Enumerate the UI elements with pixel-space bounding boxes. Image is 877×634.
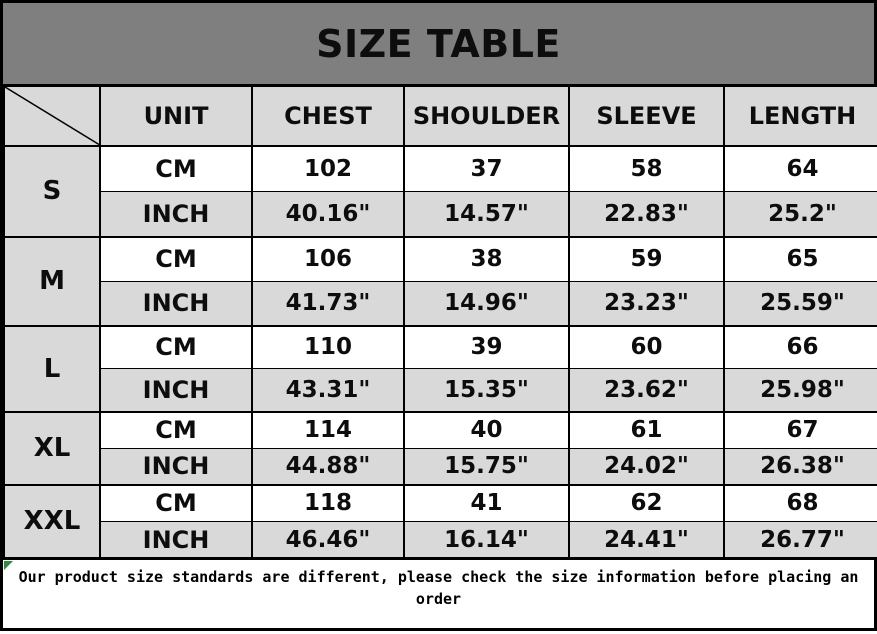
- value-cell: 62: [568, 483, 725, 522]
- diagonal-line: [5, 87, 99, 145]
- value-cell: 23.23": [568, 281, 725, 326]
- column-header-length: LENGTH: [723, 86, 877, 146]
- size-label-xxl: XXL: [3, 483, 101, 558]
- column-header-chest: CHEST: [251, 86, 405, 146]
- value-cell: 16.14": [403, 521, 570, 558]
- size-label-s: S: [3, 144, 101, 237]
- value-cell: 15.75": [403, 448, 570, 485]
- diagonal-split-cell: [3, 86, 101, 146]
- value-cell: 24.41": [568, 521, 725, 558]
- unit-cell: CM: [99, 144, 253, 192]
- page-title: SIZE TABLE: [316, 21, 561, 66]
- value-cell: 38: [403, 235, 570, 282]
- value-cell: 14.57": [403, 191, 570, 237]
- table-row-xxl-inch: INCH 46.46" 16.14" 24.41" 26.77": [4, 521, 877, 558]
- size-table: UNIT CHEST SHOULDER SLEEVE LENGTH S CM 1…: [3, 86, 877, 558]
- unit-cell: INCH: [99, 521, 253, 558]
- value-cell: 43.31": [251, 368, 405, 412]
- value-cell: 58: [568, 144, 725, 192]
- cell-comment-marker-icon: [4, 561, 13, 570]
- title-bar: SIZE TABLE: [3, 3, 874, 86]
- value-cell: 40: [403, 410, 570, 449]
- size-label-l: L: [3, 324, 101, 412]
- value-cell: 65: [723, 235, 877, 282]
- value-cell: 26.38": [723, 448, 877, 485]
- value-cell: 40.16": [251, 191, 405, 237]
- value-cell: 61: [568, 410, 725, 449]
- value-cell: 37: [403, 144, 570, 192]
- value-cell: 25.98": [723, 368, 877, 412]
- table-row-m-inch: INCH 41.73" 14.96" 23.23" 25.59": [4, 281, 877, 326]
- note-text: Our product size standards are different…: [18, 568, 859, 608]
- table-row-l-cm: L CM 110 39 60 66: [3, 324, 877, 412]
- value-cell: 68: [723, 483, 877, 522]
- column-header-unit: UNIT: [99, 86, 253, 146]
- value-cell: 60: [568, 324, 725, 369]
- value-cell: 22.83": [568, 191, 725, 237]
- table-row-xl-cm: XL CM 114 40 61 67: [3, 410, 877, 485]
- unit-cell: CM: [99, 483, 253, 522]
- value-cell: 114: [251, 410, 405, 449]
- value-cell: 110: [251, 324, 405, 369]
- disclaimer-note: Our product size standards are different…: [3, 558, 874, 621]
- table-row-xl-inch: INCH 44.88" 15.75" 24.02" 26.38": [4, 448, 877, 485]
- unit-cell: CM: [99, 324, 253, 369]
- value-cell: 59: [568, 235, 725, 282]
- value-cell: 66: [723, 324, 877, 369]
- value-cell: 106: [251, 235, 405, 282]
- table-row-s-cm: S CM 102 37 58 64: [3, 144, 877, 237]
- column-header-sleeve: SLEEVE: [568, 86, 725, 146]
- unit-cell: CM: [99, 235, 253, 282]
- column-header-row: UNIT CHEST SHOULDER SLEEVE LENGTH: [3, 86, 877, 146]
- value-cell: 14.96": [403, 281, 570, 326]
- value-cell: 24.02": [568, 448, 725, 485]
- size-label-m: M: [3, 235, 101, 326]
- value-cell: 44.88": [251, 448, 405, 485]
- unit-cell: INCH: [99, 281, 253, 326]
- value-cell: 41.73": [251, 281, 405, 326]
- unit-cell: INCH: [99, 191, 253, 237]
- table-row-l-inch: INCH 43.31" 15.35" 23.62" 25.98": [4, 368, 877, 412]
- unit-cell: INCH: [99, 448, 253, 485]
- table-row-m-cm: M CM 106 38 59 65: [3, 235, 877, 326]
- size-label-xl: XL: [3, 410, 101, 485]
- value-cell: 118: [251, 483, 405, 522]
- value-cell: 23.62": [568, 368, 725, 412]
- value-cell: 26.77": [723, 521, 877, 558]
- unit-cell: INCH: [99, 368, 253, 412]
- unit-cell: CM: [99, 410, 253, 449]
- value-cell: 41: [403, 483, 570, 522]
- column-header-shoulder: SHOULDER: [403, 86, 570, 146]
- value-cell: 102: [251, 144, 405, 192]
- value-cell: 67: [723, 410, 877, 449]
- table-row-s-inch: INCH 40.16" 14.57" 22.83" 25.2": [4, 191, 877, 237]
- table-row-xxl-cm: XXL CM 118 41 62 68: [3, 483, 877, 558]
- value-cell: 25.2": [723, 191, 877, 237]
- value-cell: 46.46": [251, 521, 405, 558]
- value-cell: 39: [403, 324, 570, 369]
- value-cell: 15.35": [403, 368, 570, 412]
- value-cell: 64: [723, 144, 877, 192]
- value-cell: 25.59": [723, 281, 877, 326]
